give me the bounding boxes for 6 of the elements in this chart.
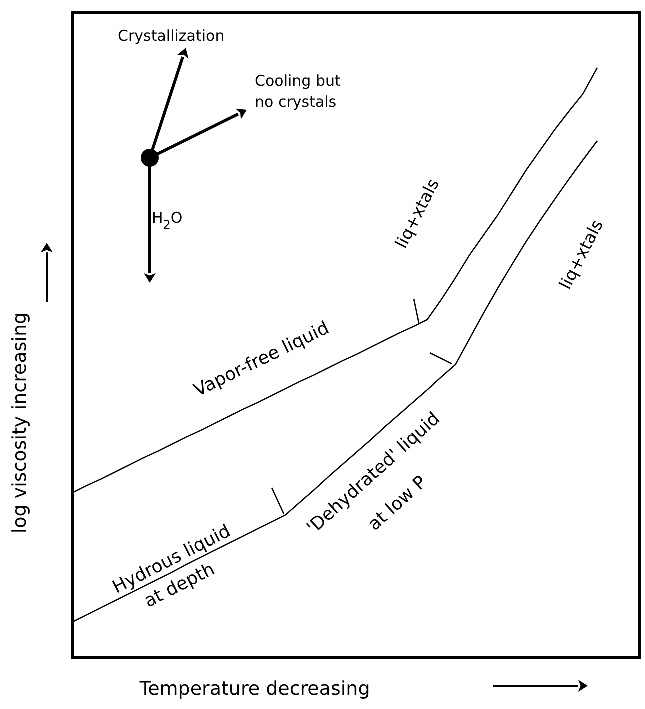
x-axis-title: Temperature decreasing — [138, 678, 370, 700]
text: Crystallization — [118, 27, 225, 46]
annotation: H$_{2}$O — [152, 209, 183, 232]
annotation: no crystals — [255, 93, 337, 112]
annotation: Cooling but — [255, 72, 341, 90]
y-axis-title: log viscosity increasing — [9, 312, 32, 534]
